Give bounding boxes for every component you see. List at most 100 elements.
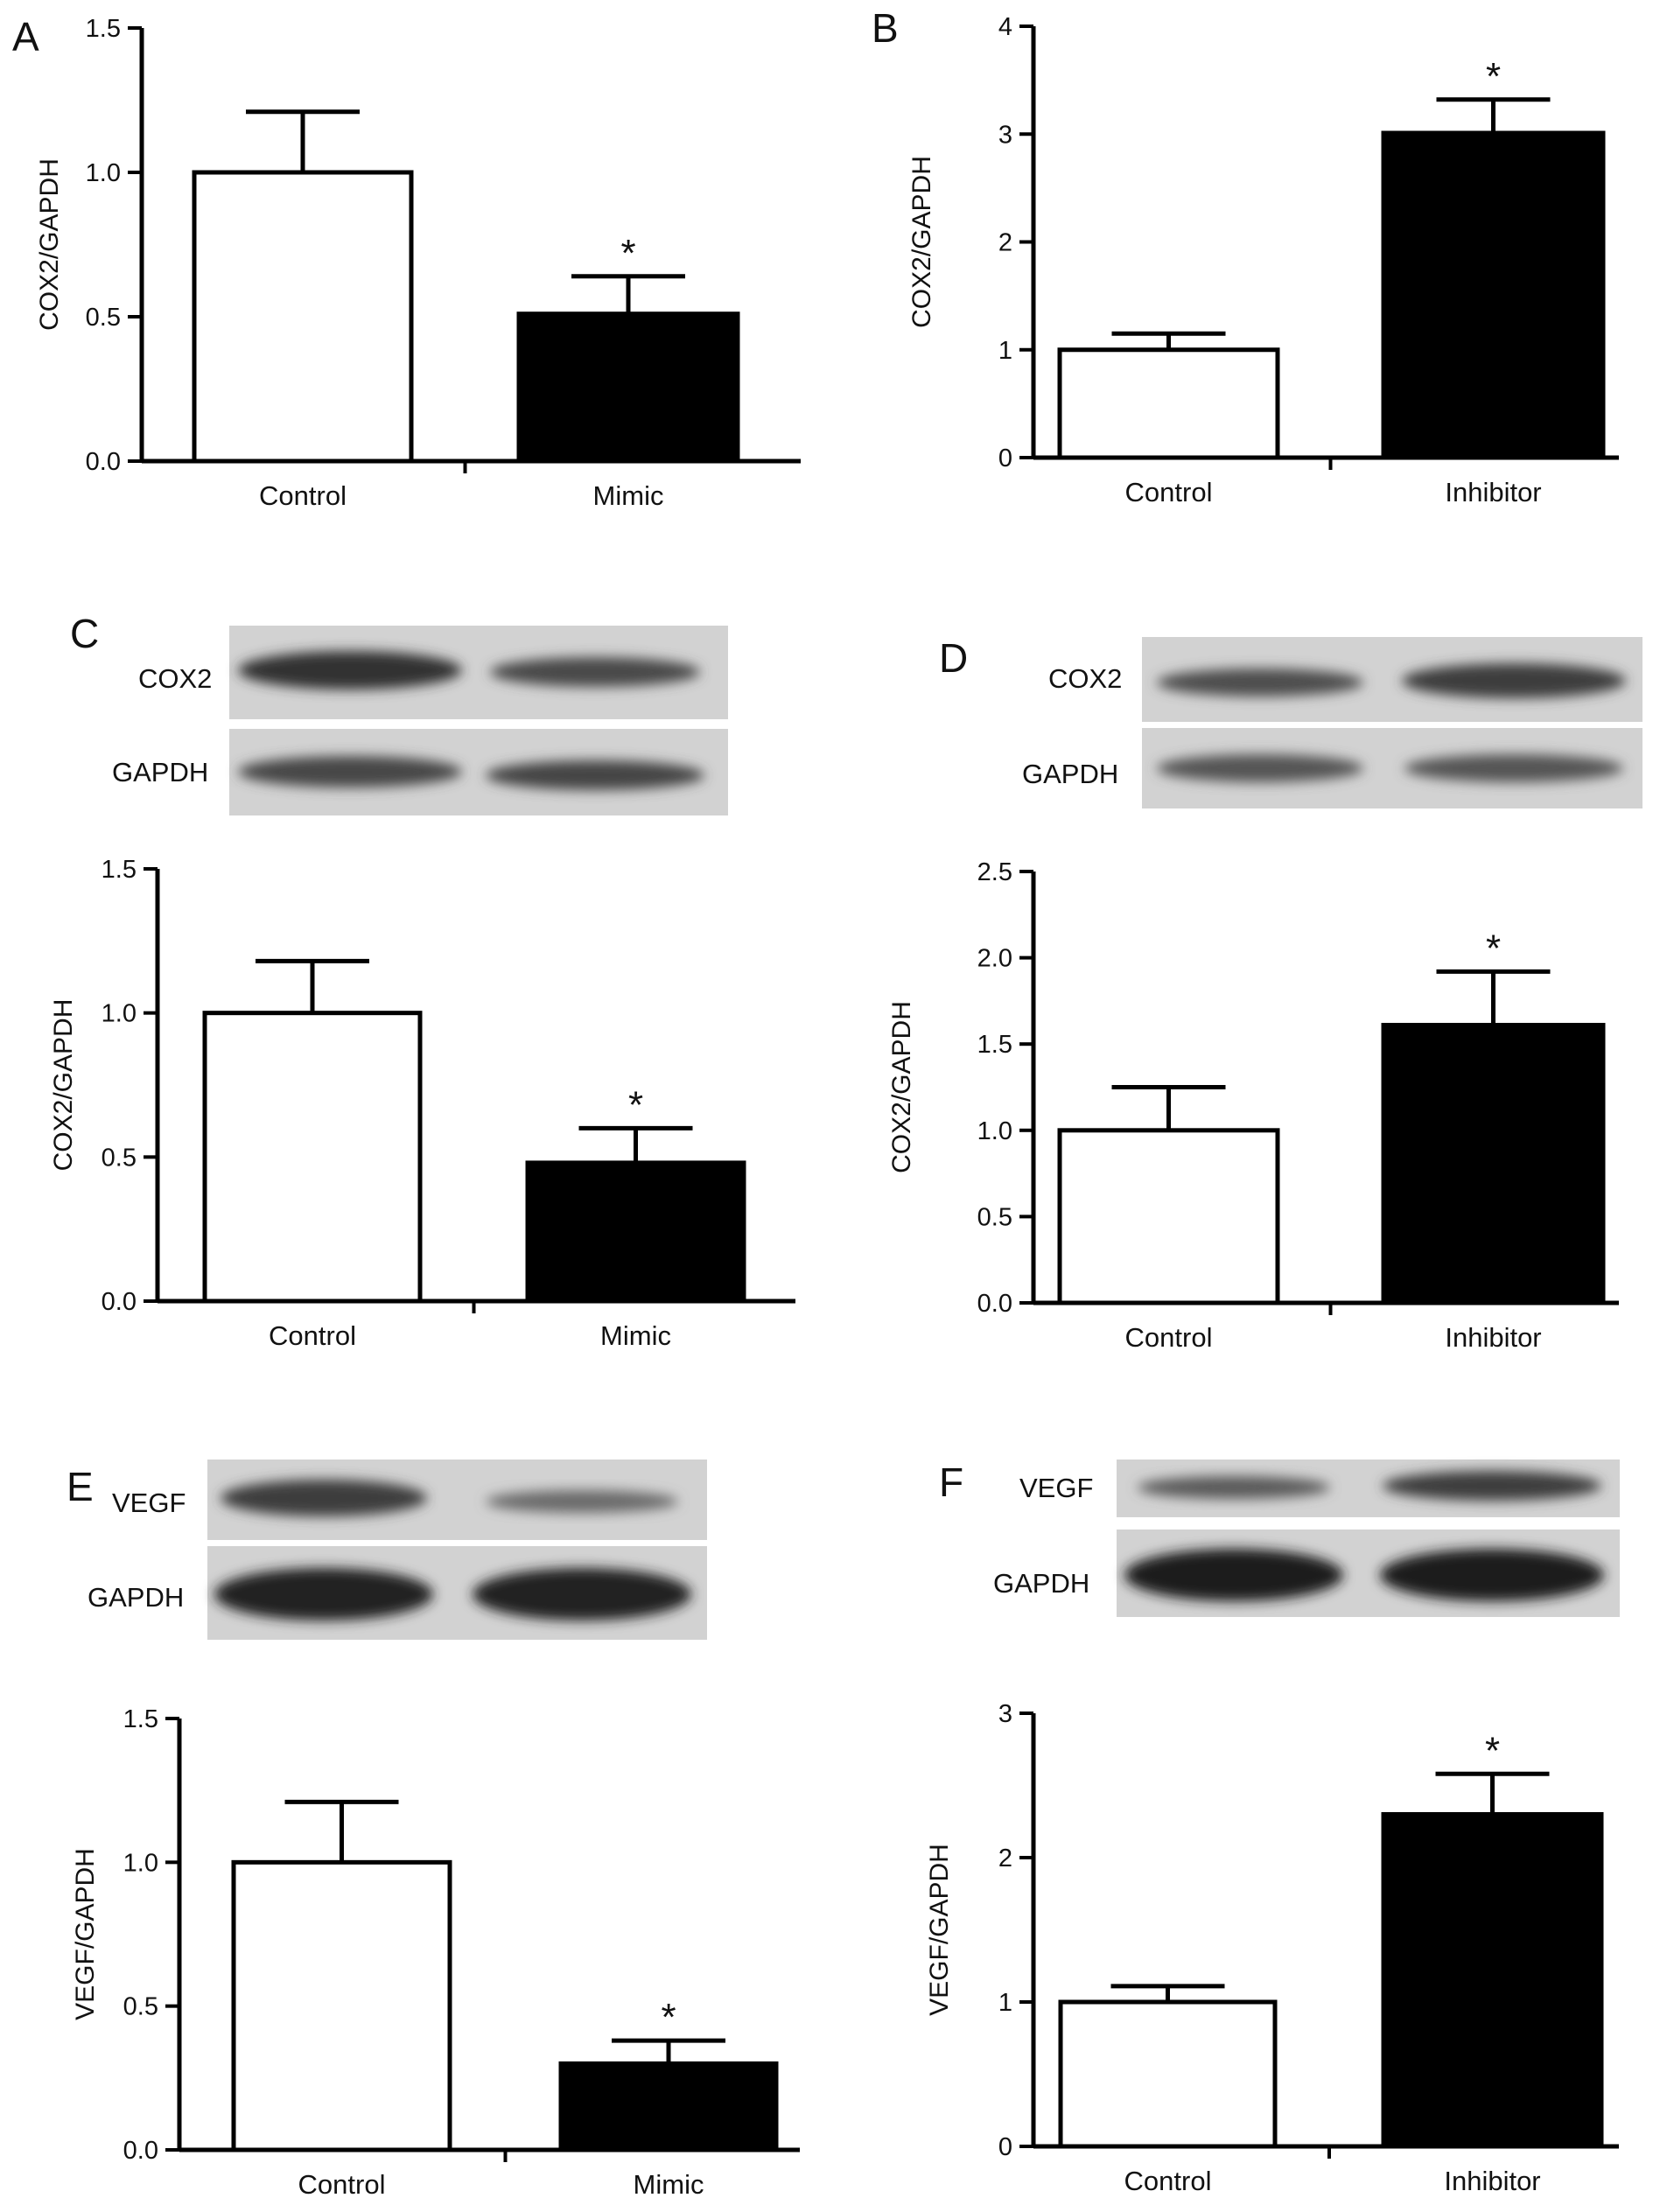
blot-e-gapdh-band-control <box>214 1568 433 1620</box>
y-tick-label-b-3: 3 <box>998 121 1012 149</box>
blot-f: VEGF GAPDH <box>993 1460 1620 1617</box>
y-axis-label-a: COX2/GAPDH <box>35 158 64 331</box>
x-tick-label-c-1: Mimic <box>600 1320 671 1351</box>
bar-b-control <box>1057 347 1280 460</box>
y-tick-label-d-5: 2.5 <box>977 858 1012 886</box>
bar-c-mimic <box>525 1160 746 1304</box>
blot-e-gapdh-band-mimic <box>473 1568 691 1620</box>
x-tick-label-b-0: Control <box>1125 477 1213 508</box>
y-tick-label-a-2: 1.0 <box>86 159 121 187</box>
blot-d-label-2: GAPDH <box>1022 759 1118 789</box>
bar-d-control <box>1057 1128 1280 1306</box>
y-tick-label-e-0: 0.0 <box>123 2137 158 2165</box>
y-tick-label-f-0: 0 <box>998 2133 1012 2161</box>
blot-e-label-2: GAPDH <box>88 1582 184 1613</box>
x-tick-label-a-1: Mimic <box>593 480 664 511</box>
blot-d-cox2-band-control <box>1157 668 1363 696</box>
y-axis-label-f: VEGF/GAPDH <box>925 1844 954 2016</box>
x-tick-label-c-0: Control <box>269 1320 356 1351</box>
chart-b: 0 1 2 3 4 COX2/GAPDH Control Inhibitor * <box>907 13 1619 508</box>
y-tick-label-d-2: 1.0 <box>977 1117 1012 1145</box>
y-tick-label-f-2: 2 <box>998 1844 1012 1872</box>
y-tick-label-c-3: 1.5 <box>102 856 137 884</box>
x-tick-label-e-0: Control <box>298 2169 386 2200</box>
y-tick-label-b-4: 4 <box>998 13 1012 41</box>
x-tick-label-f-1: Inhibitor <box>1444 2166 1540 2196</box>
blot-f-vegf-band-inhibitor <box>1383 1471 1601 1501</box>
y-tick-label-a-1: 0.5 <box>86 304 121 332</box>
y-axis-label-e: VEGF/GAPDH <box>71 1848 100 2020</box>
blot-e-vegf-band-mimic <box>486 1490 678 1513</box>
bar-f-control <box>1058 1999 1278 2149</box>
blot-e-label-1: VEGF <box>112 1488 186 1518</box>
significance-f-1: * <box>1485 1729 1500 1772</box>
blot-c-cox2-band-mimic <box>490 657 700 687</box>
y-tick-label-e-1: 0.5 <box>123 1993 158 2021</box>
y-tick-label-a-3: 1.5 <box>86 15 121 43</box>
blot-d-gapdh-band-inhibitor <box>1404 754 1623 782</box>
blot-c-cox2-band-control <box>238 651 462 690</box>
blot-d-cox2-band-inhibitor <box>1402 663 1626 698</box>
x-tick-label-b-1: Inhibitor <box>1445 477 1541 508</box>
y-tick-label-d-1: 0.5 <box>977 1203 1012 1231</box>
significance-d-1: * <box>1486 927 1501 970</box>
y-axis-label-c: COX2/GAPDH <box>49 999 78 1172</box>
panel-letter-c: C <box>70 611 99 656</box>
blot-d-label-1: COX2 <box>1048 663 1122 694</box>
panel-letter-d: D <box>939 635 968 681</box>
bar-e-mimic <box>558 2061 779 2152</box>
blot-c-gapdh-band-mimic <box>486 760 704 790</box>
bar-b-inhibitor <box>1381 130 1606 460</box>
x-tick-label-d-1: Inhibitor <box>1445 1322 1541 1353</box>
y-tick-label-a-0: 0.0 <box>86 448 121 476</box>
y-tick-label-f-3: 3 <box>998 1700 1012 1728</box>
bar-a-mimic <box>516 312 740 464</box>
y-tick-label-e-3: 1.5 <box>123 1705 158 1733</box>
blot-c-label-2: GAPDH <box>112 757 208 788</box>
blot-d: COX2 GAPDH <box>1022 637 1642 808</box>
x-tick-label-d-0: Control <box>1125 1322 1213 1353</box>
blot-e-vegf-band-control <box>221 1480 427 1516</box>
panel-letter-a: A <box>12 14 39 60</box>
bar-e-control <box>231 1859 452 2152</box>
chart-d: 0.0 0.5 1.0 1.5 2.0 2.5 COX2/GAPDH Control Inhib… <box>887 858 1619 1353</box>
significance-e-1: * <box>661 1996 676 2039</box>
y-tick-label-b-1: 1 <box>998 337 1012 365</box>
y-tick-label-d-3: 1.5 <box>977 1031 1012 1059</box>
y-tick-label-e-2: 1.0 <box>123 1849 158 1877</box>
blot-e: VEGF GAPDH <box>88 1460 707 1640</box>
y-tick-label-c-2: 1.0 <box>102 1000 137 1028</box>
bar-f-inhibitor <box>1381 1812 1604 2149</box>
y-tick-label-b-2: 2 <box>998 229 1012 257</box>
blot-f-label-2: GAPDH <box>993 1568 1089 1599</box>
blot-f-gapdh-band-inhibitor <box>1380 1549 1604 1601</box>
blot-d-gapdh-band-control <box>1157 754 1363 782</box>
chart-e: 0.0 0.5 1.0 1.5 VEGF/GAPDH Control Mimic * <box>71 1705 800 2200</box>
chart-c: 0.0 0.5 1.0 1.5 COX2/GAPDH Control Mimic * <box>49 856 795 1351</box>
blot-f-vegf-band-control <box>1138 1476 1330 1499</box>
significance-b-1: * <box>1486 55 1501 98</box>
panel-letter-e: E <box>67 1464 94 1509</box>
blot-f-label-1: VEGF <box>1019 1473 1093 1503</box>
chart-f: 0 1 2 3 VEGF/GAPDH Control Inhibitor * <box>925 1700 1619 2196</box>
bar-c-control <box>202 1011 423 1304</box>
bar-a-control <box>192 170 414 464</box>
blot-f-gapdh-band-control <box>1124 1549 1343 1601</box>
y-tick-label-c-0: 0.0 <box>102 1288 137 1316</box>
x-tick-label-f-0: Control <box>1124 2166 1212 2196</box>
y-tick-label-d-0: 0.0 <box>977 1290 1012 1318</box>
x-tick-label-a-0: Control <box>259 480 347 511</box>
bar-d-inhibitor <box>1381 1023 1606 1306</box>
chart-a: 0.0 0.5 1.0 1.5 COX2/GAPDH Control Mimic * <box>35 15 801 511</box>
y-axis-label-d: COX2/GAPDH <box>887 1001 916 1173</box>
panel-letter-f: F <box>939 1460 963 1505</box>
y-tick-label-d-4: 2.0 <box>977 945 1012 973</box>
significance-a-1: * <box>620 232 635 275</box>
y-tick-label-b-0: 0 <box>998 444 1012 472</box>
y-tick-label-c-1: 0.5 <box>102 1144 137 1172</box>
y-axis-label-b: COX2/GAPDH <box>907 156 936 328</box>
significance-c-1: * <box>628 1083 643 1126</box>
blot-c: COX2 GAPDH <box>112 626 728 816</box>
blot-c-gapdh-band-control <box>238 756 462 788</box>
